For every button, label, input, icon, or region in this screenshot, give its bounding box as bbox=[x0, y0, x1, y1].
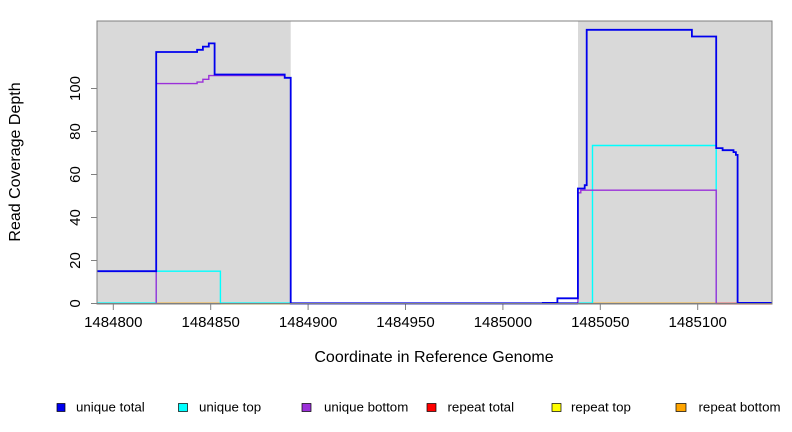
svg-text:1484850: 1484850 bbox=[181, 314, 239, 331]
svg-text:unique total: unique total bbox=[76, 400, 145, 415]
svg-text:1484900: 1484900 bbox=[279, 314, 337, 331]
svg-text:100: 100 bbox=[67, 76, 84, 101]
svg-text:80: 80 bbox=[67, 123, 84, 140]
svg-text:1484950: 1484950 bbox=[376, 314, 434, 331]
svg-text:1485050: 1485050 bbox=[571, 314, 629, 331]
svg-text:Read Coverage Depth: Read Coverage Depth bbox=[7, 82, 24, 241]
svg-text:unique top: unique top bbox=[199, 400, 261, 415]
svg-text:1485100: 1485100 bbox=[668, 314, 726, 331]
svg-text:60: 60 bbox=[67, 166, 84, 183]
svg-text:unique bottom: unique bottom bbox=[324, 400, 408, 415]
svg-text:0: 0 bbox=[67, 299, 84, 307]
svg-text:repeat top: repeat top bbox=[571, 400, 631, 415]
svg-text:repeat bottom: repeat bottom bbox=[699, 400, 781, 415]
svg-text:Coordinate in Reference Genome: Coordinate in Reference Genome bbox=[314, 349, 553, 366]
svg-text:40: 40 bbox=[67, 209, 84, 226]
svg-text:1484800: 1484800 bbox=[84, 314, 142, 331]
svg-text:1485000: 1485000 bbox=[474, 314, 532, 331]
svg-text:20: 20 bbox=[67, 252, 84, 269]
svg-text:repeat total: repeat total bbox=[448, 400, 515, 415]
